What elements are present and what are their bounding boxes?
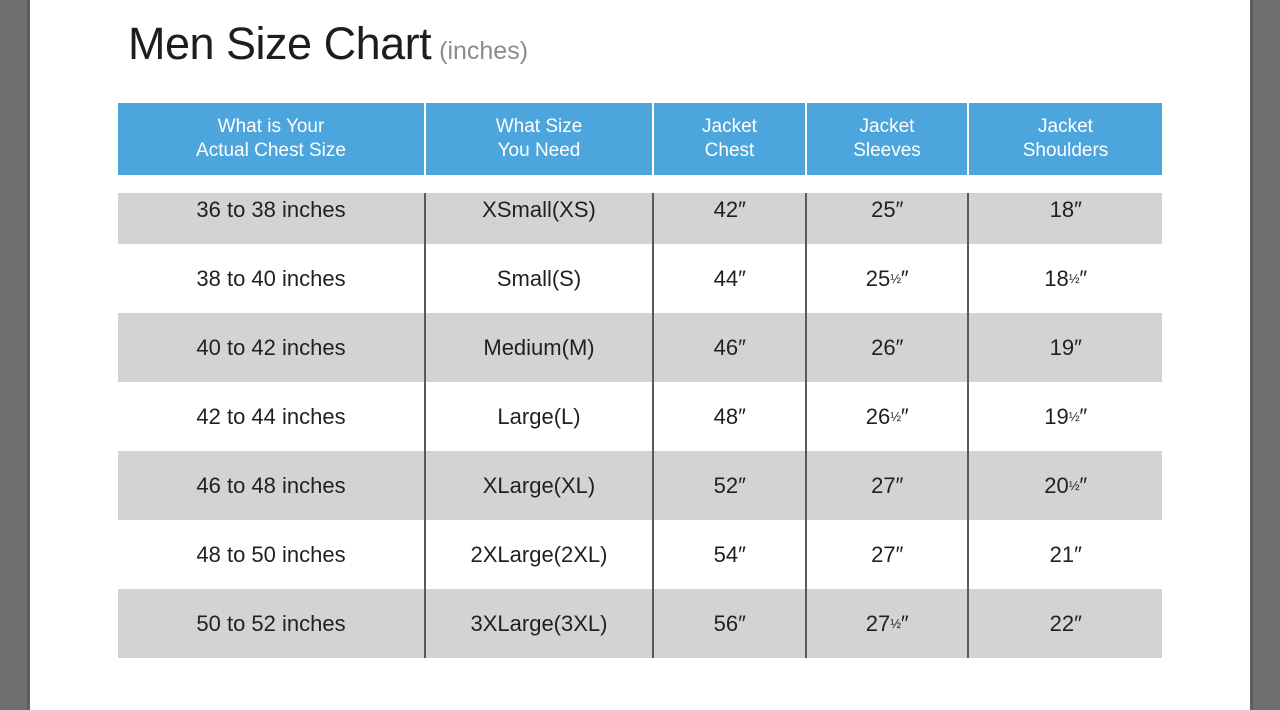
cell-jacket-sleeves: 27½″ (805, 589, 968, 658)
table-row: 40 to 42 inches Medium(M) 46″ 26″ 19″ (118, 313, 1162, 382)
cell-size-you-need: Medium(M) (424, 313, 653, 382)
cell-jacket-shoulders: 18½″ (967, 244, 1162, 313)
cell-jacket-sleeves: 25½″ (805, 244, 968, 313)
inch-mark: ″ (895, 472, 904, 498)
inch-mark: ″ (895, 541, 904, 567)
cell-jacket-shoulders: 19″ (967, 313, 1162, 382)
cell-jacket-chest: 44″ (652, 244, 806, 313)
half-fraction: ½ (1068, 408, 1080, 424)
half-fraction: ½ (890, 270, 901, 286)
column-header-line1: Jacket (1038, 115, 1093, 137)
column-header-line2: Actual Chest Size (196, 140, 346, 161)
cell-jacket-shoulders: 19½″ (967, 382, 1162, 451)
inch-mark: ″ (895, 196, 904, 222)
cell-actual-chest-size: 50 to 52 inches (118, 589, 425, 658)
letterbox-right (1250, 0, 1280, 710)
cell-size-you-need: XLarge(XL) (424, 451, 653, 520)
column-header-line1: Jacket (702, 115, 757, 137)
inch-mark: ″ (1079, 472, 1087, 498)
column-header-line2: Shoulders (1022, 140, 1109, 161)
letterbox-right-edge (1250, 0, 1253, 710)
inch-mark: ″ (1079, 403, 1087, 429)
cell-actual-chest-size: 48 to 50 inches (118, 520, 425, 589)
column-header-jacket-shoulders: Jacket Shoulders (967, 103, 1162, 175)
inch-mark: ″ (1074, 610, 1082, 636)
cell-jacket-shoulders: 22″ (967, 589, 1162, 658)
cell-size-you-need: 3XLarge(3XL) (424, 589, 653, 658)
inch-mark: ″ (738, 472, 746, 498)
column-header-line1: What is Your (217, 115, 325, 137)
column-header-line1: What Size (495, 115, 583, 137)
cell-jacket-chest: 46″ (652, 313, 806, 382)
table-row: 42 to 44 inches Large(L) 48″ 26½″ 19½″ (118, 382, 1162, 451)
table-row: 48 to 50 inches 2XLarge(2XL) 54″ 27″ 21″ (118, 520, 1162, 589)
inch-mark: ″ (900, 403, 909, 429)
inch-mark: ″ (895, 334, 904, 360)
cell-jacket-sleeves: 27″ (805, 451, 968, 520)
inch-mark: ″ (1074, 196, 1082, 222)
cell-jacket-chest: 48″ (652, 382, 806, 451)
cell-actual-chest-size: 38 to 40 inches (118, 244, 425, 313)
inch-mark: ″ (738, 541, 746, 567)
letterbox-left-edge (27, 0, 30, 710)
inch-mark: ″ (1079, 265, 1087, 291)
inch-mark: ″ (1074, 541, 1082, 567)
column-header-line2: You Need (497, 140, 581, 161)
cell-actual-chest-size: 42 to 44 inches (118, 382, 425, 451)
inch-mark: ″ (738, 334, 746, 360)
table-header: What is Your Actual Chest Size What Size Yo… (118, 103, 1162, 175)
cell-jacket-sleeves: 27″ (805, 520, 968, 589)
header-body-gap (118, 175, 1162, 193)
slide-canvas: Men Size Chart (inches) What is Your Actua… (30, 0, 1250, 710)
cell-size-you-need: Large(L) (424, 382, 653, 451)
column-header-size-you-need: What Size You Need (424, 103, 654, 175)
inch-mark: ″ (738, 403, 746, 429)
header-row: What is Your Actual Chest Size What Size Yo… (118, 103, 1162, 175)
cell-jacket-chest: 54″ (652, 520, 806, 589)
column-header-line2: Chest (704, 140, 755, 161)
cell-jacket-sleeves: 26″ (805, 313, 968, 382)
title-unit-text: (inches) (439, 37, 529, 65)
cell-jacket-shoulders: 20½″ (967, 451, 1162, 520)
column-header-jacket-sleeves: Jacket Sleeves (805, 103, 969, 175)
cell-size-you-need: Small(S) (424, 244, 653, 313)
inch-mark: ″ (738, 196, 746, 222)
cell-jacket-chest: 52″ (652, 451, 806, 520)
table-body: 36 to 38 inches XSmall(XS) 42″ 25″ 18″ 38 to … (118, 175, 1162, 658)
inch-mark: ″ (1074, 334, 1082, 360)
half-fraction: ½ (1068, 270, 1080, 286)
inch-mark: ″ (738, 610, 746, 636)
column-header-actual-chest-size: What is Your Actual Chest Size (118, 103, 426, 175)
cell-jacket-shoulders: 21″ (967, 520, 1162, 589)
half-fraction: ½ (1068, 477, 1080, 493)
column-header-jacket-chest: Jacket Chest (652, 103, 807, 175)
inch-mark: ″ (738, 265, 746, 291)
half-fraction: ½ (890, 615, 901, 631)
half-fraction: ½ (890, 408, 901, 424)
inch-mark: ″ (900, 265, 909, 291)
table-row: 50 to 52 inches 3XLarge(3XL) 56″ 27½″ 22″ (118, 589, 1162, 658)
cell-jacket-sleeves: 26½″ (805, 382, 968, 451)
cell-actual-chest-size: 46 to 48 inches (118, 451, 425, 520)
title-main-text: Men Size Chart (128, 18, 432, 69)
cell-actual-chest-size: 40 to 42 inches (118, 313, 425, 382)
column-header-line1: Jacket (859, 115, 915, 137)
table-row: 46 to 48 inches XLarge(XL) 52″ 27″ 20½″ (118, 451, 1162, 520)
size-chart-table: What is Your Actual Chest Size What Size Yo… (118, 103, 1162, 658)
letterbox-left (0, 0, 30, 710)
column-header-line2: Sleeves (853, 140, 921, 161)
table-row: 38 to 40 inches Small(S) 44″ 25½″ 18½″ (118, 244, 1162, 313)
page-title: Men Size Chart (inches) (128, 18, 528, 70)
cell-size-you-need: 2XLarge(2XL) (424, 520, 653, 589)
cell-jacket-chest: 56″ (652, 589, 806, 658)
inch-mark: ″ (900, 610, 909, 636)
